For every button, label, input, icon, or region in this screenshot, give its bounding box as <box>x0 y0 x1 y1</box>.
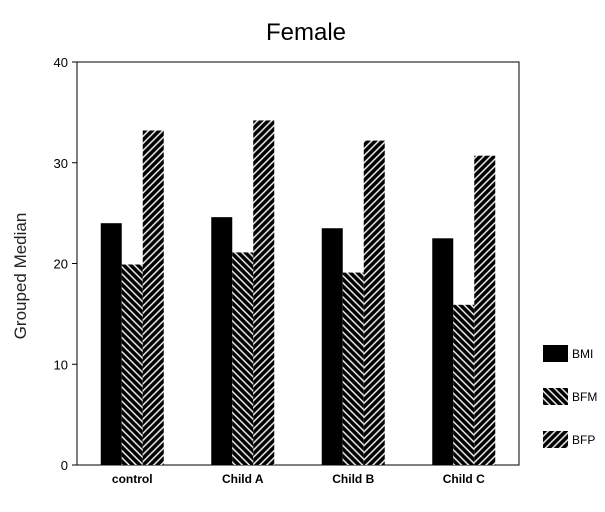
bar-bmi-child-b <box>321 228 343 465</box>
bar-bfp-child-b <box>363 140 385 465</box>
bar-bmi-child-a <box>211 217 233 465</box>
y-tick-label: 40 <box>54 55 68 70</box>
y-tick-label: 20 <box>54 257 68 272</box>
y-tick-label: 30 <box>54 156 68 171</box>
legend-swatch-bfp <box>543 431 568 448</box>
chart-title: Female <box>266 19 346 46</box>
bar-bfm-child-c <box>453 304 475 465</box>
legend: BMI BFM BFP <box>543 345 597 448</box>
legend-label-bmi: BMI <box>572 347 593 361</box>
legend-swatch-bmi <box>543 345 568 362</box>
y-axis-ticks: 0 10 20 30 40 <box>54 55 77 473</box>
bar-bfp-child-a <box>253 120 275 465</box>
bar-bfm-child-a <box>232 252 254 465</box>
x-axis-tick-labels: control Child A Child B Child C <box>112 472 485 486</box>
x-tick-label: Child B <box>332 472 374 486</box>
bar-bfp-control <box>142 130 164 465</box>
legend-label-bfp: BFP <box>572 433 595 447</box>
x-tick-label: Child A <box>222 472 264 486</box>
legend-label-bfm: BFM <box>572 390 597 404</box>
bar-bmi-child-c <box>432 238 454 465</box>
x-tick-label: Child C <box>443 472 485 486</box>
bar-bfm-control <box>121 264 143 465</box>
bar-bfp-child-c <box>474 155 496 465</box>
y-tick-label: 10 <box>54 357 68 372</box>
y-tick-label: 0 <box>61 458 68 473</box>
y-axis-label: Grouped Median <box>11 213 30 340</box>
bars <box>100 120 496 465</box>
bar-bfm-child-b <box>342 272 364 465</box>
x-tick-label: control <box>112 472 153 486</box>
bar-bmi-control <box>100 223 122 465</box>
legend-swatch-bfm <box>543 388 568 405</box>
